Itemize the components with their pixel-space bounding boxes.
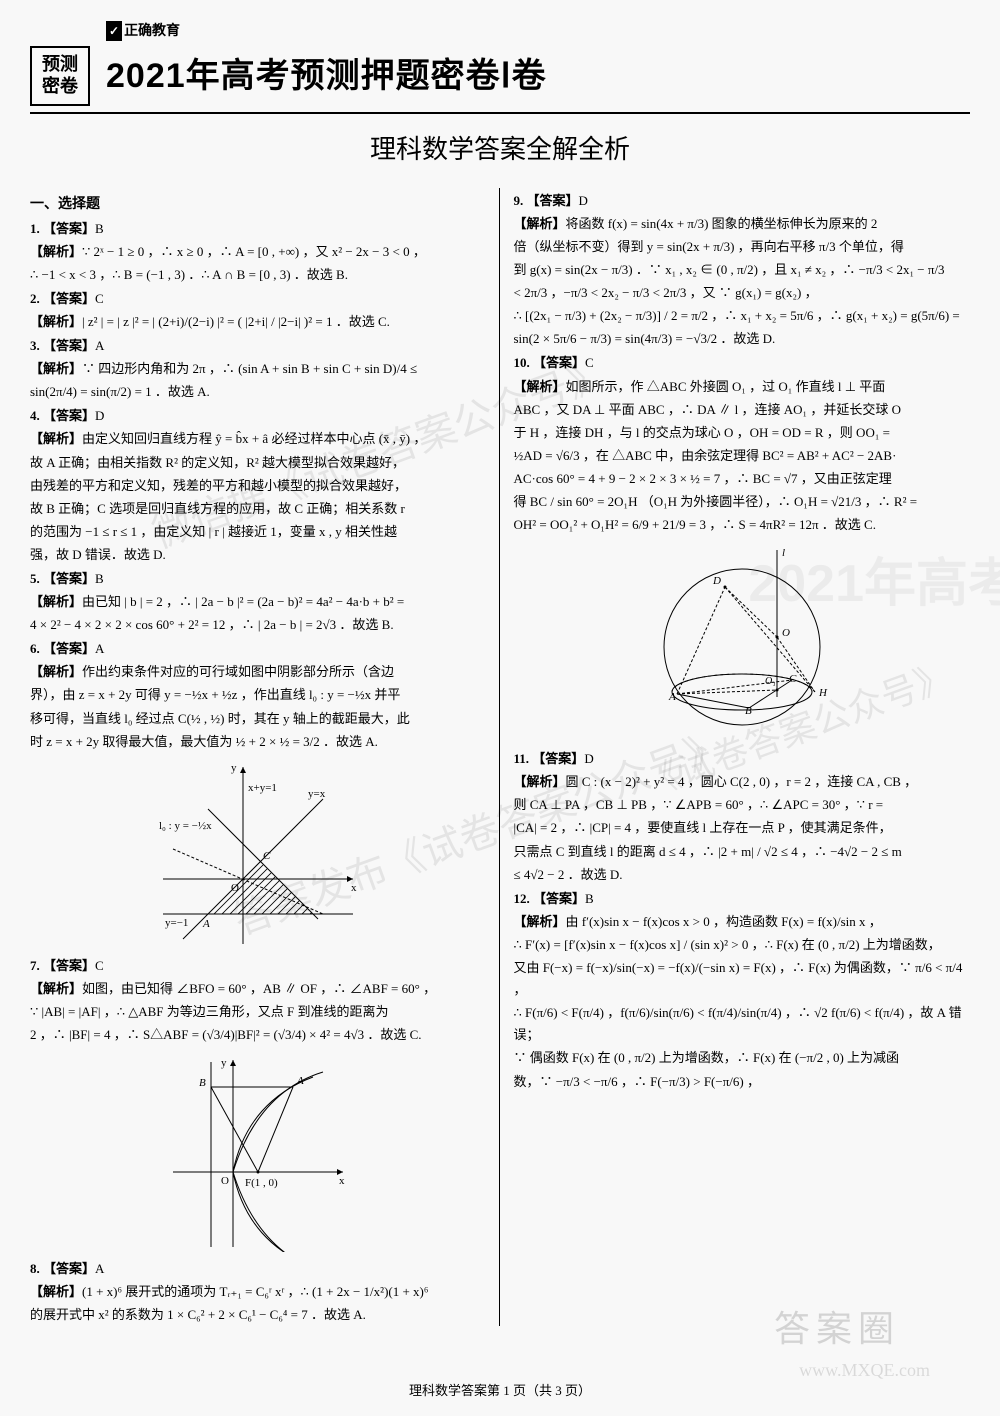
brand: ✓正确教育: [106, 20, 547, 44]
main-title: 2021年高考预测押题密卷Ⅰ卷: [106, 48, 547, 106]
footer: 理科数学答案第 1 页（共 3 页）: [0, 1380, 1000, 1402]
q3: 3. 【答案】A 【解析】∵ 四边形内角和为 2π ，∴ (sin A + si…: [30, 335, 487, 403]
svg-text:C: C: [789, 673, 797, 685]
svg-text:O: O: [782, 627, 790, 639]
svg-text:y: y: [231, 762, 237, 774]
q10: 10. 【答案】C 【解析】如图所示，作 △ABC 外接圆 O₁ ，过 O₁ 作…: [514, 352, 971, 742]
column-right: 9. 【答案】D 【解析】将函数 f(x) = sin(4x + π/3) 图象…: [514, 188, 971, 1327]
badge-line1: 预测: [42, 54, 78, 76]
header: 预测 密卷 ✓正确教育 2021年高考预测押题密卷Ⅰ卷: [30, 20, 970, 114]
badge-line2: 密卷: [42, 76, 78, 98]
svg-text:l: l: [782, 547, 785, 559]
expl: 【解析】∵ 2ˣ − 1 ≥ 0 ，∴ x ≥ 0 ，∴ A = [0 , +∞…: [30, 241, 487, 263]
q-num: 1.: [30, 221, 40, 236]
badge: 预测 密卷: [30, 46, 90, 105]
svg-text:y=x: y=x: [308, 788, 326, 800]
q1: 1. 【答案】B 【解析】∵ 2ˣ − 1 ≥ 0 ，∴ x ≥ 0 ，∴ A …: [30, 218, 487, 286]
column-left: 一、选择题 1. 【答案】B 【解析】∵ 2ˣ − 1 ≥ 0 ，∴ x ≥ 0…: [30, 188, 500, 1327]
title-block: ✓正确教育 2021年高考预测押题密卷Ⅰ卷: [106, 20, 547, 106]
svg-text:H: H: [818, 687, 828, 699]
svg-text:x: x: [351, 882, 357, 894]
q9: 9. 【答案】D 【解析】将函数 f(x) = sin(4x + π/3) 图象…: [514, 190, 971, 351]
figure-q10: l D O O₁ A B C H: [627, 542, 857, 742]
columns: 一、选择题 1. 【答案】B 【解析】∵ 2ˣ − 1 ≥ 0 ，∴ x ≥ 0…: [30, 188, 970, 1327]
svg-text:l₀ : y = −½x: l₀ : y = −½x: [159, 820, 212, 832]
brand-text: 正确教育: [124, 24, 180, 39]
subtitle: 理科数学答案全解全析: [30, 128, 970, 172]
svg-text:D: D: [712, 575, 721, 587]
svg-text:F(1 , 0): F(1 , 0): [245, 1177, 278, 1189]
svg-text:x+y=1: x+y=1: [248, 782, 277, 794]
svg-text:B: B: [199, 1077, 206, 1089]
q12: 12. 【答案】B 【解析】由 f′(x)sin x − f(x)cos x >…: [514, 888, 971, 1093]
ans-label: 【答案】: [43, 221, 95, 236]
q11: 11. 【答案】D 【解析】圆 C : (x − 2)² + y² = 4 ，圆…: [514, 748, 971, 886]
svg-text:A: A: [296, 1075, 304, 1087]
svg-text:C: C: [263, 850, 271, 862]
svg-text:A: A: [202, 918, 210, 930]
figure-q6: x y O y=−1 y=x x+y=1 l₀ : y = −½x A C: [153, 759, 363, 949]
q4: 4. 【答案】D 【解析】由定义知回归直线方程 ŷ = b̂x + â 必经过样…: [30, 405, 487, 566]
q2: 2. 【答案】C 【解析】| z² | = | z |² = | (2+i)/(…: [30, 288, 487, 333]
svg-text:O₁: O₁: [765, 676, 776, 687]
section-select: 一、选择题: [30, 192, 487, 216]
q7: 7. 【答案】C 【解析】如图，由已知得 ∠BFO = 60° ，AB ∥ OF…: [30, 955, 487, 1252]
q8: 8. 【答案】A 【解析】(1 + x)⁶ 展开式的通项为 Tᵣ₊₁ = C₆ʳ…: [30, 1258, 487, 1326]
q5: 5. 【答案】B 【解析】由已知 | b | = 2 ，∴ | 2a − b |…: [30, 568, 487, 636]
svg-text:x: x: [339, 1175, 345, 1187]
svg-text:y=−1: y=−1: [165, 917, 188, 929]
svg-text:y: y: [221, 1057, 227, 1069]
svg-text:A: A: [668, 691, 676, 703]
brand-check-icon: ✓: [106, 21, 122, 41]
figure-q7: x y O F(1 , 0) B A: [163, 1052, 353, 1252]
ans: B: [95, 221, 104, 236]
q6: 6. 【答案】A 【解析】作出约束条件对应的可行域如图中阴影部分所示（含边 界）…: [30, 638, 487, 948]
svg-text:O: O: [221, 1175, 229, 1187]
